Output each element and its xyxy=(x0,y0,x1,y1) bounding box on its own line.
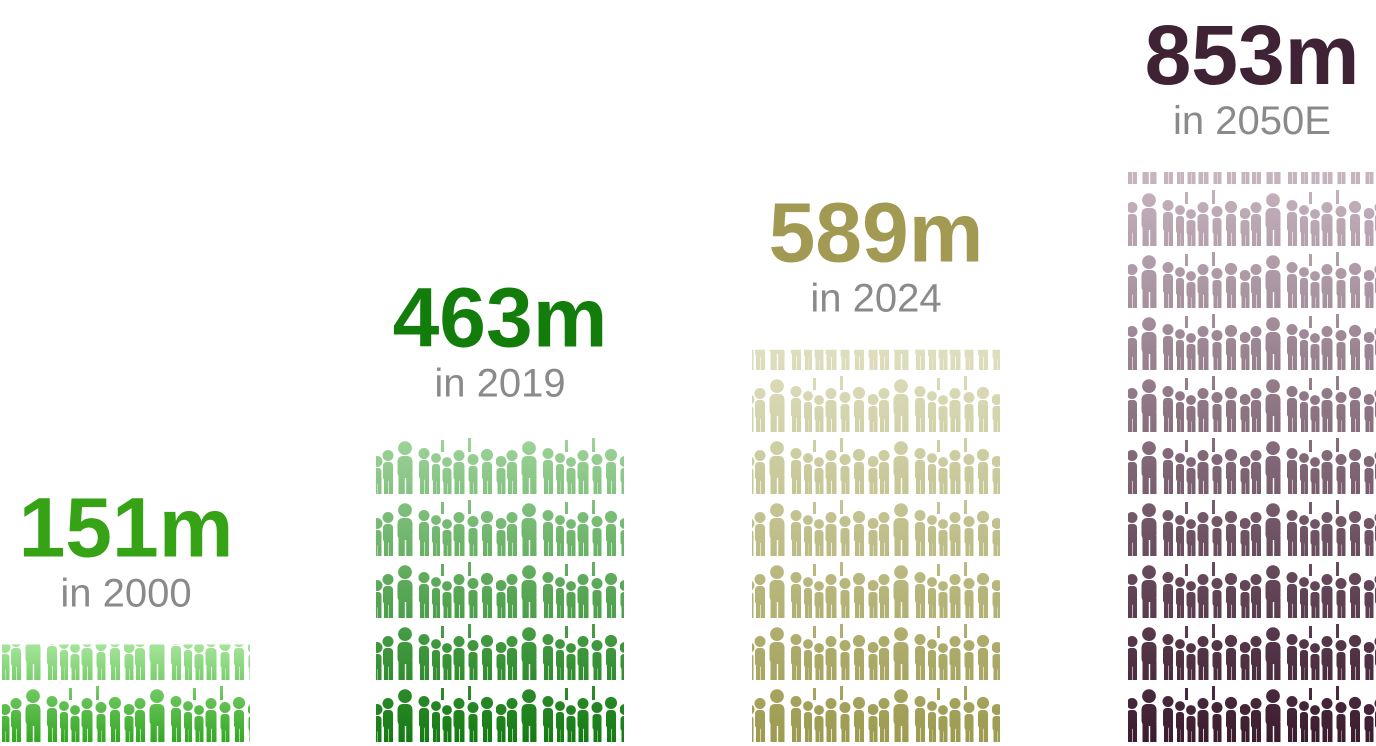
year-label-1: in 2000 xyxy=(60,571,191,615)
year-label-2: in 2019 xyxy=(434,361,565,405)
crowd-bar-2 xyxy=(376,434,624,746)
crowd-bar-1 xyxy=(2,644,250,746)
value-label-1: 151m xyxy=(19,480,234,574)
year-label-3: in 2024 xyxy=(810,277,941,321)
year-label-4: in 2050E xyxy=(1173,99,1331,143)
value-label-2: 463m xyxy=(393,270,608,364)
value-label-3: 589m xyxy=(769,186,984,280)
crowd-bar-3 xyxy=(752,349,1000,746)
value-label-4: 853m xyxy=(1145,8,1360,102)
crowd-bar-4 xyxy=(1128,172,1376,746)
